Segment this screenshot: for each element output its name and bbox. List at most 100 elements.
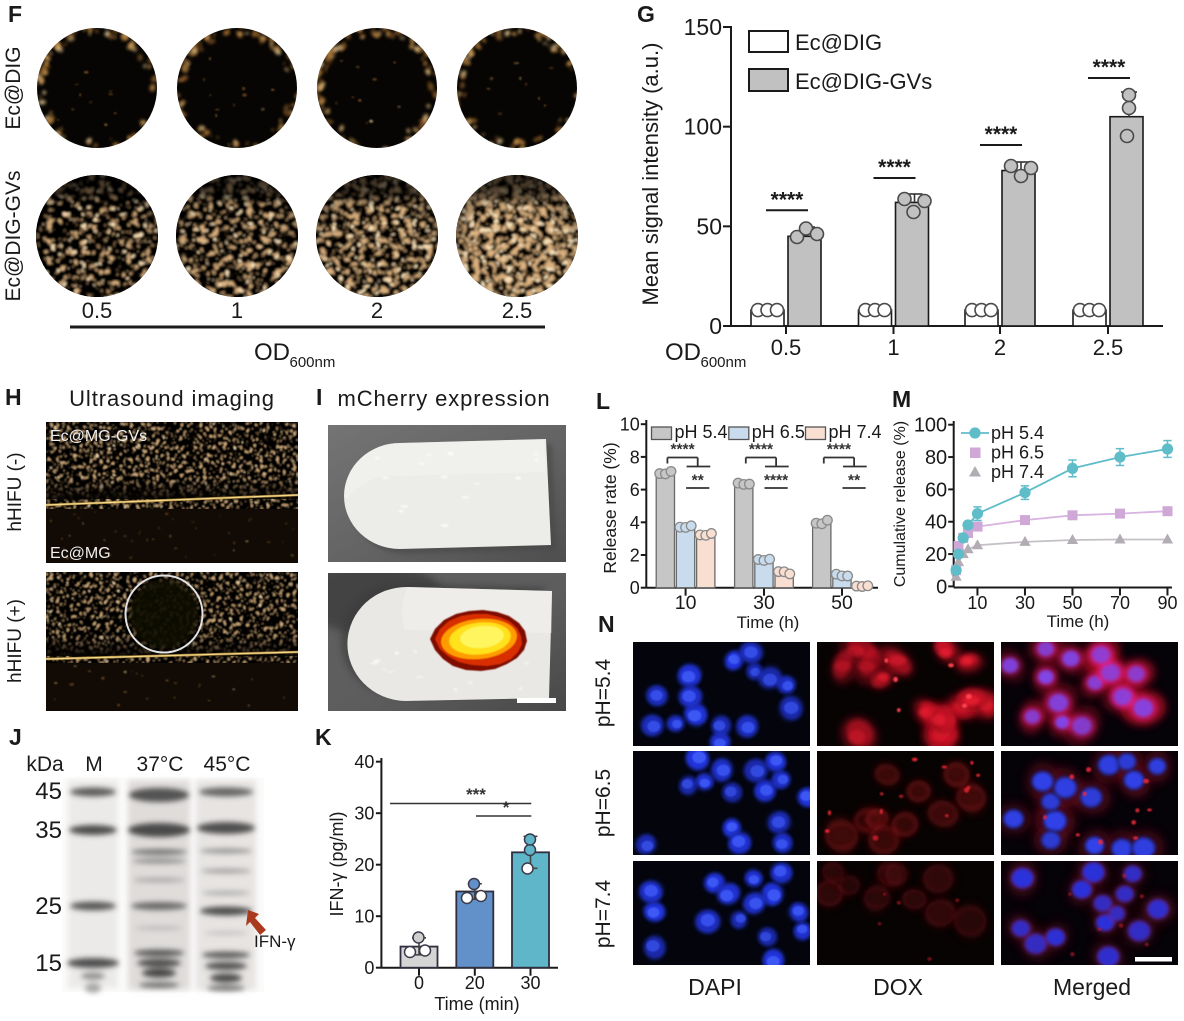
svg-text:0: 0 xyxy=(630,578,640,598)
svg-text:10: 10 xyxy=(620,415,640,435)
svg-text:IFN-γ (pg/ml): IFN-γ (pg/ml) xyxy=(327,812,347,917)
svg-text:10: 10 xyxy=(675,592,697,614)
svg-text:*: * xyxy=(503,798,510,817)
svg-text:J: J xyxy=(9,724,22,750)
svg-text:I: I xyxy=(316,384,322,410)
svg-text:6: 6 xyxy=(630,480,640,500)
svg-text:pH 6.5: pH 6.5 xyxy=(991,443,1044,463)
svg-text:L: L xyxy=(596,388,610,414)
svg-text:30: 30 xyxy=(354,804,374,824)
svg-text:0: 0 xyxy=(936,576,947,598)
svg-text:2.5: 2.5 xyxy=(502,298,533,323)
svg-text:30: 30 xyxy=(1015,593,1035,613)
svg-text:OD: OD xyxy=(665,339,701,366)
svg-text:70: 70 xyxy=(1110,593,1130,613)
svg-text:Ec@MG: Ec@MG xyxy=(50,545,111,562)
svg-text:M: M xyxy=(892,386,911,412)
svg-text:50: 50 xyxy=(696,213,722,239)
svg-text:**: ** xyxy=(848,473,861,490)
svg-text:1: 1 xyxy=(231,298,243,323)
svg-text:Ec@DIG-GVs: Ec@DIG-GVs xyxy=(2,171,25,302)
svg-text:Ec@MG-GVs: Ec@MG-GVs xyxy=(50,428,147,445)
svg-text:45: 45 xyxy=(35,778,62,805)
svg-text:Time (h): Time (h) xyxy=(737,613,800,632)
svg-text:DOX: DOX xyxy=(873,974,923,1000)
svg-text:****: **** xyxy=(1093,56,1127,79)
svg-text:pH 7.4: pH 7.4 xyxy=(991,462,1044,482)
svg-text:0: 0 xyxy=(414,973,424,993)
svg-text:hHIFU (-): hHIFU (-) xyxy=(5,452,26,531)
svg-text:20: 20 xyxy=(354,855,374,875)
svg-text:pH=7.4: pH=7.4 xyxy=(592,880,615,949)
svg-text:Time (min): Time (min) xyxy=(434,994,519,1014)
svg-text:15: 15 xyxy=(35,950,62,977)
svg-text:35: 35 xyxy=(35,817,62,844)
svg-text:37°C: 37°C xyxy=(137,753,184,776)
svg-text:****: **** xyxy=(985,123,1019,146)
svg-text:40: 40 xyxy=(925,512,947,534)
svg-text:Ec@DIG: Ec@DIG xyxy=(795,30,882,55)
svg-text:pH 6.5: pH 6.5 xyxy=(752,422,805,442)
svg-text:30: 30 xyxy=(753,592,775,614)
svg-text:M: M xyxy=(85,753,103,776)
svg-text:25: 25 xyxy=(35,893,62,920)
svg-text:2: 2 xyxy=(994,335,1006,360)
svg-text:F: F xyxy=(8,1,22,27)
svg-text:2: 2 xyxy=(371,298,383,323)
svg-text:G: G xyxy=(637,1,655,27)
svg-text:600nm: 600nm xyxy=(290,354,336,371)
svg-text:pH=6.5: pH=6.5 xyxy=(592,769,615,837)
svg-text:Cumulative release (%): Cumulative release (%) xyxy=(892,421,909,587)
svg-text:***: *** xyxy=(466,785,486,804)
svg-text:OD: OD xyxy=(254,339,290,366)
svg-text:IFN-γ: IFN-γ xyxy=(254,932,296,951)
svg-text:DAPI: DAPI xyxy=(688,974,742,1000)
svg-text:hHIFU (+): hHIFU (+) xyxy=(5,599,26,683)
svg-text:****: **** xyxy=(749,442,774,459)
svg-text:50: 50 xyxy=(1062,593,1082,613)
svg-text:80: 80 xyxy=(925,447,947,469)
svg-text:0: 0 xyxy=(709,313,722,339)
svg-text:0.5: 0.5 xyxy=(82,298,113,323)
svg-text:****: **** xyxy=(878,156,912,179)
svg-text:pH 5.4: pH 5.4 xyxy=(675,422,728,442)
svg-text:Ultrasound imaging: Ultrasound imaging xyxy=(69,386,275,411)
svg-text:45°C: 45°C xyxy=(204,753,251,776)
svg-text:40: 40 xyxy=(354,752,374,772)
svg-text:2: 2 xyxy=(630,546,640,566)
svg-text:Time (h): Time (h) xyxy=(1047,612,1110,631)
svg-text:10: 10 xyxy=(967,593,987,613)
svg-text:****: **** xyxy=(764,473,789,490)
svg-text:mCherry expression: mCherry expression xyxy=(337,386,550,411)
svg-text:2.5: 2.5 xyxy=(1093,335,1124,360)
svg-text:K: K xyxy=(315,724,332,750)
svg-text:**: ** xyxy=(692,473,705,490)
svg-text:H: H xyxy=(5,384,22,410)
svg-text:Ec@DIG-GVs: Ec@DIG-GVs xyxy=(795,69,932,94)
svg-text:50: 50 xyxy=(831,592,853,614)
svg-text:4: 4 xyxy=(630,513,640,533)
svg-text:1: 1 xyxy=(887,335,899,360)
svg-text:90: 90 xyxy=(1157,593,1177,613)
svg-text:Release rate (%): Release rate (%) xyxy=(600,442,620,573)
svg-text:0: 0 xyxy=(364,958,374,978)
svg-text:150: 150 xyxy=(684,14,722,40)
svg-text:kDa: kDa xyxy=(26,753,64,776)
svg-text:0.5: 0.5 xyxy=(771,335,802,360)
svg-text:****: **** xyxy=(827,442,852,459)
svg-text:****: **** xyxy=(670,442,695,459)
svg-text:60: 60 xyxy=(925,479,947,501)
svg-text:30: 30 xyxy=(520,973,540,993)
svg-text:100: 100 xyxy=(684,114,722,140)
svg-text:****: **** xyxy=(771,188,805,211)
svg-text:20: 20 xyxy=(925,544,947,566)
svg-text:100: 100 xyxy=(914,415,947,437)
svg-text:pH=5.4: pH=5.4 xyxy=(592,659,615,728)
svg-text:N: N xyxy=(598,611,615,637)
svg-text:20: 20 xyxy=(465,973,485,993)
svg-text:Merged: Merged xyxy=(1053,974,1131,1000)
svg-text:8: 8 xyxy=(630,447,640,467)
svg-text:pH 7.4: pH 7.4 xyxy=(829,422,882,442)
svg-text:600nm: 600nm xyxy=(701,354,747,371)
svg-text:pH 5.4: pH 5.4 xyxy=(991,423,1044,443)
